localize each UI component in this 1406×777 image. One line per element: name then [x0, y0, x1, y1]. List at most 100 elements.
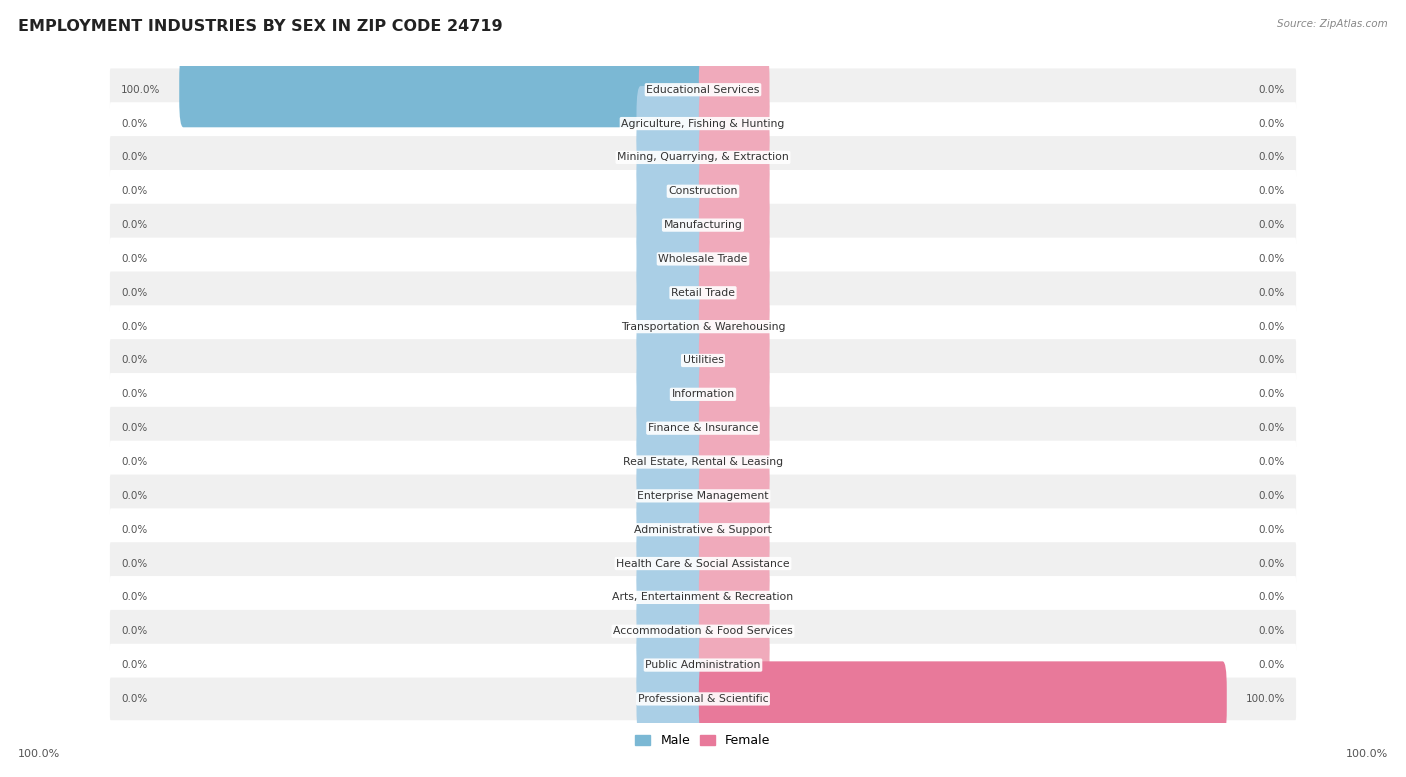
FancyBboxPatch shape — [699, 289, 769, 364]
Text: Enterprise Management: Enterprise Management — [637, 491, 769, 501]
FancyBboxPatch shape — [699, 154, 769, 229]
Text: Retail Trade: Retail Trade — [671, 287, 735, 298]
Text: Utilities: Utilities — [682, 356, 724, 365]
Text: Finance & Insurance: Finance & Insurance — [648, 423, 758, 433]
FancyBboxPatch shape — [637, 357, 707, 432]
Text: 0.0%: 0.0% — [1258, 322, 1285, 332]
FancyBboxPatch shape — [110, 644, 1296, 686]
Text: Public Administration: Public Administration — [645, 660, 761, 670]
Text: 0.0%: 0.0% — [121, 559, 148, 569]
Text: 0.0%: 0.0% — [1258, 186, 1285, 197]
Text: 100.0%: 100.0% — [121, 85, 160, 95]
Text: 0.0%: 0.0% — [1258, 559, 1285, 569]
Text: 0.0%: 0.0% — [121, 119, 148, 128]
FancyBboxPatch shape — [699, 187, 769, 263]
FancyBboxPatch shape — [699, 628, 769, 702]
FancyBboxPatch shape — [699, 492, 769, 567]
Text: 0.0%: 0.0% — [121, 356, 148, 365]
FancyBboxPatch shape — [110, 678, 1296, 720]
FancyBboxPatch shape — [179, 52, 707, 127]
FancyBboxPatch shape — [637, 458, 707, 534]
FancyBboxPatch shape — [699, 661, 1227, 737]
Text: 100.0%: 100.0% — [1246, 694, 1285, 704]
Text: 0.0%: 0.0% — [121, 186, 148, 197]
Text: 0.0%: 0.0% — [1258, 287, 1285, 298]
Text: 0.0%: 0.0% — [1258, 423, 1285, 433]
Text: 0.0%: 0.0% — [121, 220, 148, 230]
FancyBboxPatch shape — [637, 221, 707, 297]
FancyBboxPatch shape — [637, 154, 707, 229]
FancyBboxPatch shape — [110, 271, 1296, 314]
Text: EMPLOYMENT INDUSTRIES BY SEX IN ZIP CODE 24719: EMPLOYMENT INDUSTRIES BY SEX IN ZIP CODE… — [18, 19, 503, 34]
FancyBboxPatch shape — [699, 52, 769, 127]
Text: 0.0%: 0.0% — [121, 254, 148, 264]
Text: 0.0%: 0.0% — [1258, 626, 1285, 636]
FancyBboxPatch shape — [110, 238, 1296, 280]
Legend: Male, Female: Male, Female — [630, 730, 776, 752]
Text: 0.0%: 0.0% — [1258, 152, 1285, 162]
FancyBboxPatch shape — [637, 187, 707, 263]
Text: 0.0%: 0.0% — [121, 287, 148, 298]
Text: Agriculture, Fishing & Hunting: Agriculture, Fishing & Hunting — [621, 119, 785, 128]
FancyBboxPatch shape — [110, 68, 1296, 111]
FancyBboxPatch shape — [637, 86, 707, 161]
FancyBboxPatch shape — [110, 340, 1296, 382]
FancyBboxPatch shape — [699, 357, 769, 432]
Text: 0.0%: 0.0% — [1258, 457, 1285, 467]
FancyBboxPatch shape — [637, 289, 707, 364]
Text: 0.0%: 0.0% — [1258, 389, 1285, 399]
FancyBboxPatch shape — [110, 103, 1296, 145]
Text: 0.0%: 0.0% — [1258, 356, 1285, 365]
Text: Professional & Scientific: Professional & Scientific — [638, 694, 768, 704]
Text: 0.0%: 0.0% — [121, 322, 148, 332]
FancyBboxPatch shape — [637, 628, 707, 702]
Text: Administrative & Support: Administrative & Support — [634, 524, 772, 535]
FancyBboxPatch shape — [110, 441, 1296, 483]
FancyBboxPatch shape — [699, 594, 769, 669]
FancyBboxPatch shape — [699, 391, 769, 465]
FancyBboxPatch shape — [110, 204, 1296, 246]
FancyBboxPatch shape — [637, 323, 707, 398]
FancyBboxPatch shape — [110, 610, 1296, 653]
Text: Manufacturing: Manufacturing — [664, 220, 742, 230]
Text: 0.0%: 0.0% — [121, 592, 148, 602]
Text: 0.0%: 0.0% — [121, 694, 148, 704]
FancyBboxPatch shape — [110, 373, 1296, 416]
FancyBboxPatch shape — [699, 120, 769, 195]
FancyBboxPatch shape — [699, 323, 769, 398]
FancyBboxPatch shape — [637, 120, 707, 195]
Text: Transportation & Warehousing: Transportation & Warehousing — [621, 322, 785, 332]
FancyBboxPatch shape — [110, 170, 1296, 213]
Text: Source: ZipAtlas.com: Source: ZipAtlas.com — [1277, 19, 1388, 30]
Text: Health Care & Social Assistance: Health Care & Social Assistance — [616, 559, 790, 569]
Text: Construction: Construction — [668, 186, 738, 197]
FancyBboxPatch shape — [110, 508, 1296, 551]
Text: Wholesale Trade: Wholesale Trade — [658, 254, 748, 264]
Text: 0.0%: 0.0% — [121, 152, 148, 162]
FancyBboxPatch shape — [699, 559, 769, 635]
FancyBboxPatch shape — [699, 458, 769, 534]
FancyBboxPatch shape — [110, 136, 1296, 179]
FancyBboxPatch shape — [699, 526, 769, 601]
Text: 0.0%: 0.0% — [1258, 119, 1285, 128]
FancyBboxPatch shape — [699, 221, 769, 297]
Text: Accommodation & Food Services: Accommodation & Food Services — [613, 626, 793, 636]
FancyBboxPatch shape — [637, 594, 707, 669]
FancyBboxPatch shape — [637, 424, 707, 500]
Text: 0.0%: 0.0% — [121, 524, 148, 535]
Text: 0.0%: 0.0% — [121, 457, 148, 467]
FancyBboxPatch shape — [637, 661, 707, 737]
FancyBboxPatch shape — [699, 424, 769, 500]
FancyBboxPatch shape — [110, 475, 1296, 517]
FancyBboxPatch shape — [110, 407, 1296, 449]
Text: 0.0%: 0.0% — [121, 491, 148, 501]
Text: Real Estate, Rental & Leasing: Real Estate, Rental & Leasing — [623, 457, 783, 467]
Text: 100.0%: 100.0% — [18, 749, 60, 758]
FancyBboxPatch shape — [637, 255, 707, 330]
FancyBboxPatch shape — [637, 526, 707, 601]
Text: 0.0%: 0.0% — [1258, 592, 1285, 602]
Text: 0.0%: 0.0% — [1258, 254, 1285, 264]
FancyBboxPatch shape — [110, 576, 1296, 618]
Text: 0.0%: 0.0% — [121, 423, 148, 433]
FancyBboxPatch shape — [637, 391, 707, 465]
